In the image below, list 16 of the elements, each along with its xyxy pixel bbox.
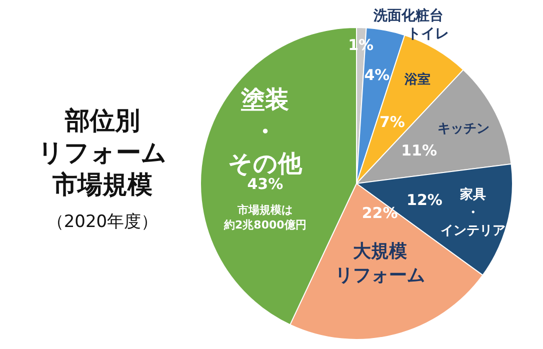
data-label: 11% [401,142,437,160]
slice-label: 浴室 [404,71,431,88]
slice-label: キッチン [438,121,490,136]
data-label: 22% [362,204,398,222]
text: 市場規模は約2兆8000億円 [224,203,306,232]
text: （2020年度） [46,211,160,233]
data-label: 43% [247,174,284,193]
slice-label: 塗装・その他 [228,85,304,178]
data-label: 1% [348,36,374,54]
data-label: 12% [406,190,442,209]
slice-label: トイレ [406,26,449,42]
slice-label: 大規模リフォーム [334,240,425,286]
text: 部位別リフォーム市場規模 [37,105,168,201]
data-label: 4% [364,66,390,84]
slice-label: 洗面化粧台 [372,6,444,24]
data-label: 7% [380,112,405,131]
